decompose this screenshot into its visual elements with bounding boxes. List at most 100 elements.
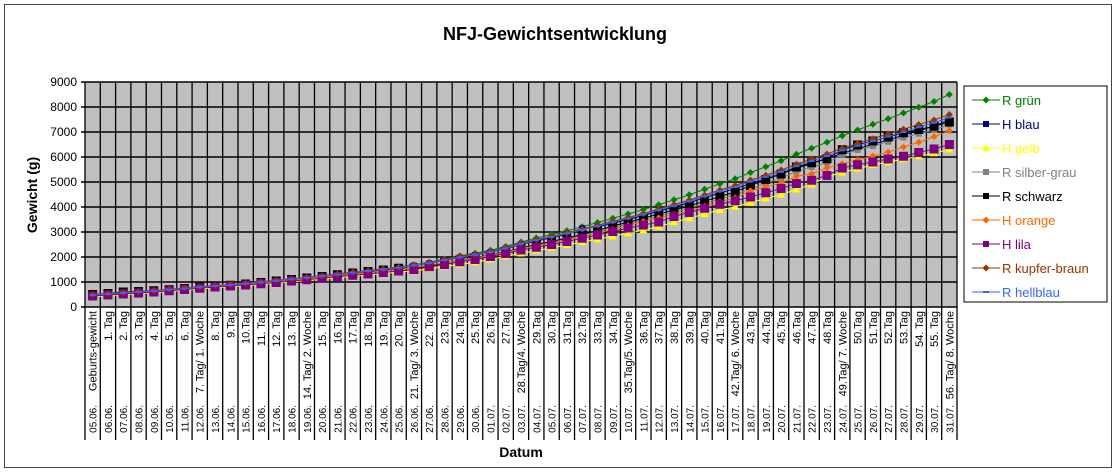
- data-point: [731, 175, 739, 183]
- data-point: [409, 265, 419, 274]
- data-point: [745, 181, 755, 190]
- data-point: [929, 121, 939, 131]
- x-date-label: 19.06.: [303, 405, 314, 433]
- data-point: [685, 191, 693, 199]
- data-point: [945, 127, 953, 135]
- x-date-label: 27.06.: [425, 405, 436, 433]
- data-point: [684, 208, 694, 217]
- legend-item: R schwarz: [972, 189, 1063, 204]
- data-point: [424, 262, 434, 272]
- y-tick-label: 1000: [50, 275, 77, 289]
- data-point: [716, 180, 724, 188]
- x-category-label: 43.Tag: [745, 311, 757, 344]
- data-point: [485, 252, 495, 261]
- x-category-label: 3. Tag: [134, 311, 146, 341]
- x-category-label: 13. Tag: [287, 311, 299, 347]
- chart-title: NFJ-Gewichtsentwicklung: [443, 24, 667, 44]
- legend-label: H lila: [1002, 237, 1032, 252]
- x-date-label: 16.06.: [257, 405, 268, 433]
- data-point: [822, 154, 832, 164]
- x-category-label: 40.Tag: [700, 311, 712, 344]
- legend-marker: [983, 193, 989, 199]
- y-axis-label: Gewicht (g): [24, 157, 40, 233]
- data-point: [394, 266, 404, 276]
- x-category-label: 8. Tag: [210, 311, 222, 341]
- data-point: [945, 146, 954, 153]
- y-tick-label: 6000: [50, 150, 77, 164]
- x-date-label: 11.06.: [180, 405, 191, 432]
- data-point: [930, 98, 938, 105]
- data-point: [791, 179, 801, 188]
- data-point: [501, 249, 511, 258]
- x-date-label: 01.07.: [486, 405, 497, 433]
- data-point: [885, 138, 892, 145]
- data-point: [945, 111, 953, 118]
- data-point: [731, 203, 740, 210]
- x-date-label: 06.07.: [563, 405, 574, 433]
- x-date-label: 29.06.: [456, 405, 467, 433]
- x-category-label: 31.Tag: [562, 311, 574, 344]
- x-date-label: 02.07.: [502, 405, 513, 433]
- x-date-label: 20.07.: [777, 405, 788, 433]
- data-point: [577, 233, 587, 243]
- x-date-label: 18.07.: [746, 405, 757, 433]
- data-point: [807, 158, 817, 168]
- data-point: [592, 230, 602, 240]
- data-point: [777, 191, 786, 198]
- data-point: [700, 210, 709, 217]
- data-point: [839, 151, 846, 158]
- x-category-label: 17.Tag: [348, 311, 360, 344]
- legend-label: R kupfer-braun: [1002, 261, 1089, 276]
- data-point: [945, 91, 953, 98]
- plot-area: 0 1000 2000 3000 4000 5000 6000 7000 8000 9000 Geb…: [50, 75, 958, 440]
- data-point: [701, 185, 709, 193]
- x-date-label: 16.07.: [716, 405, 727, 433]
- data-point: [470, 255, 480, 264]
- x-category-label: 20. Tag: [394, 311, 406, 347]
- data-point: [669, 212, 679, 221]
- data-point: [761, 188, 771, 198]
- data-point: [684, 201, 694, 211]
- data-point: [914, 148, 924, 157]
- data-point: [854, 126, 862, 134]
- x-date-label: 30.07.: [930, 405, 941, 433]
- data-point: [562, 237, 572, 246]
- data-point: [669, 205, 679, 215]
- data-point: [608, 227, 618, 236]
- legend-item: H gelb: [972, 141, 1040, 156]
- data-point: [762, 163, 770, 171]
- x-category-label: 23.Tag: [440, 311, 452, 344]
- x-date-label: 30.06.: [471, 405, 482, 433]
- x-date-label: 12.06.: [196, 405, 207, 433]
- x-category-label: 14. Tag/ 2. Woche: [302, 311, 314, 399]
- x-date-label: 10.07.: [624, 405, 635, 433]
- data-point: [776, 184, 786, 193]
- x-date-label: 04.07.: [532, 405, 543, 433]
- x-date-label: 25.07.: [854, 405, 865, 433]
- legend-label: R hellblau: [1002, 285, 1060, 300]
- x-category-label: 22. Tag: [424, 311, 436, 347]
- x-date-label: 26.06.: [410, 405, 421, 433]
- data-point: [715, 206, 724, 213]
- y-tick-label: 4000: [50, 200, 77, 214]
- legend-marker: [982, 264, 990, 272]
- data-point: [884, 115, 892, 123]
- x-date-label: 23.07.: [823, 405, 834, 433]
- x-date-label: 10.06.: [165, 405, 176, 433]
- x-date-label: 14.06.: [226, 405, 237, 433]
- legend-label: H blau: [1002, 117, 1040, 132]
- x-category-label: 15. Tag: [317, 311, 329, 347]
- x-category-label: 34.Tag: [608, 311, 620, 344]
- data-point: [899, 109, 907, 117]
- data-point: [638, 220, 648, 230]
- x-date-label: 23.06.: [364, 405, 375, 433]
- legend-marker: [982, 96, 990, 104]
- x-date-label: 24.07.: [838, 405, 849, 433]
- data-point: [823, 164, 831, 172]
- x-category-label: 56. Tag/ 8. Woche: [944, 311, 956, 399]
- x-category-label: 53.Tag: [898, 311, 910, 344]
- data-point: [869, 120, 877, 128]
- data-point: [655, 201, 663, 209]
- x-date-label: 07.06.: [119, 405, 130, 433]
- x-date-label: 28.07.: [899, 405, 910, 433]
